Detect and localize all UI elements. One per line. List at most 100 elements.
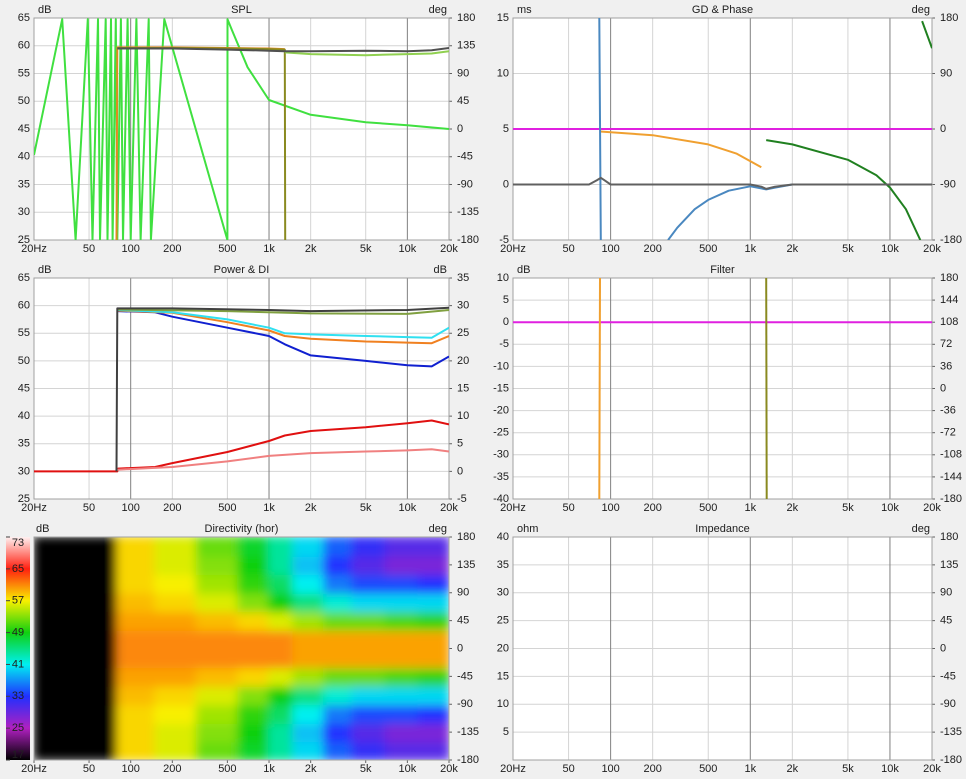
heat-cell — [417, 537, 449, 557]
heatmap — [34, 537, 449, 760]
x-tick-label: 20Hz — [21, 243, 47, 255]
series-line — [117, 47, 449, 53]
y2-tick-label: 0 — [940, 382, 946, 394]
x-tick-label: 50 — [562, 502, 574, 514]
y2-tick-label: -135 — [457, 206, 479, 218]
chart-title: Directivity (hor) — [205, 523, 279, 535]
heat-cell — [237, 628, 271, 650]
y-tick-label: 30 — [497, 587, 509, 599]
y2-axis-unit: deg — [912, 4, 930, 16]
series-group — [513, 278, 932, 499]
heat-cell — [351, 740, 387, 760]
heat-cell — [34, 554, 119, 576]
y2-tick-label: 72 — [940, 338, 952, 350]
heat-cell — [237, 554, 271, 576]
y-tick-label: 65 — [18, 12, 30, 24]
x-tick-label: 1k — [744, 502, 756, 514]
heat-cell — [292, 537, 326, 557]
heat-cell — [268, 554, 295, 576]
heat-cell — [268, 721, 295, 743]
heat-cell — [417, 684, 449, 706]
colorbar-unit: dB — [36, 523, 49, 535]
heat-cell — [323, 628, 354, 650]
heat-cell — [237, 537, 271, 557]
y-tick-label: 10 — [497, 698, 509, 710]
heat-cell — [323, 703, 354, 724]
y-tick-label: 25 — [497, 615, 509, 627]
heat-cell — [384, 740, 420, 760]
colorbar-label: 73 — [12, 537, 24, 549]
heat-cell — [154, 666, 198, 687]
y2-tick-label: -180 — [457, 234, 479, 246]
x-tick-label: 5k — [360, 763, 372, 775]
y2-tick-label: 135 — [940, 559, 958, 571]
y-tick-label: 40 — [18, 151, 30, 163]
heat-cell — [384, 703, 420, 724]
heat-cell — [323, 554, 354, 576]
heat-cell — [154, 537, 198, 557]
plot-border — [512, 277, 933, 500]
heat-cell — [268, 647, 295, 669]
heat-cell — [268, 684, 295, 706]
y-tick-label: 30 — [18, 465, 30, 477]
y-tick-label: 180 — [457, 531, 475, 543]
y-tick-label: 35 — [18, 178, 30, 190]
series-line — [117, 309, 449, 339]
heat-cell — [384, 573, 420, 594]
heat-cell — [34, 573, 119, 594]
colorbar-label: 57 — [12, 595, 24, 607]
y-tick-label: 35 — [497, 559, 509, 571]
y-tick-label: -20 — [493, 405, 509, 417]
heat-cell — [116, 610, 157, 631]
heat-cell — [116, 666, 157, 687]
x-tick-label: 20k — [440, 502, 458, 514]
heat-cell — [268, 610, 295, 631]
y-tick-label: 5 — [503, 123, 509, 135]
heat-cell — [195, 591, 240, 613]
heat-cell — [417, 573, 449, 594]
y-tick-label: 50 — [18, 355, 30, 367]
y-axis-unit: dB — [517, 264, 530, 276]
heat-cell — [195, 628, 240, 650]
y2-tick-label: -180 — [940, 754, 962, 766]
y-tick-label: -5 — [499, 338, 509, 350]
heat-cell — [34, 703, 119, 724]
series-line — [513, 176, 932, 190]
y2-tick-label: 135 — [457, 40, 475, 52]
y2-tick-label: -5 — [457, 493, 467, 505]
x-tick-label: 2k — [787, 502, 799, 514]
heat-cell — [384, 628, 420, 650]
heat-cell — [237, 703, 271, 724]
y2-tick-label: 0 — [457, 465, 463, 477]
heat-cell — [195, 703, 240, 724]
heat-cell — [34, 740, 119, 760]
x-tick-label: 5k — [360, 502, 372, 514]
y2-tick-label: 0 — [940, 642, 946, 654]
y-tick-label: 40 — [18, 410, 30, 422]
colorbar-label: 33 — [12, 690, 24, 702]
y-tick-label: 35 — [18, 438, 30, 450]
heat-cell — [351, 684, 387, 706]
series-line — [117, 448, 449, 471]
heat-cell — [195, 573, 240, 594]
series-line — [117, 309, 449, 345]
series-line — [766, 20, 932, 240]
x-tick-label: 100 — [122, 763, 140, 775]
plot-border — [512, 536, 933, 761]
heat-cell — [417, 554, 449, 576]
heat-cell — [116, 684, 157, 706]
x-tick-label: 200 — [643, 243, 661, 255]
heat-cell — [237, 610, 271, 631]
heat-cell — [268, 628, 295, 650]
y2-axis-unit: deg — [429, 4, 447, 16]
y-tick-label: 45 — [457, 615, 469, 627]
x-tick-label: 200 — [163, 243, 181, 255]
series-line — [115, 306, 449, 472]
heat-cell — [154, 591, 198, 613]
x-tick-label: 10k — [398, 502, 416, 514]
heat-cell — [351, 554, 387, 576]
y-axis-unit: dB — [38, 264, 51, 276]
y-tick-label: 0 — [503, 178, 509, 190]
y-tick-label: 25 — [18, 234, 30, 246]
heat-cell — [417, 647, 449, 669]
